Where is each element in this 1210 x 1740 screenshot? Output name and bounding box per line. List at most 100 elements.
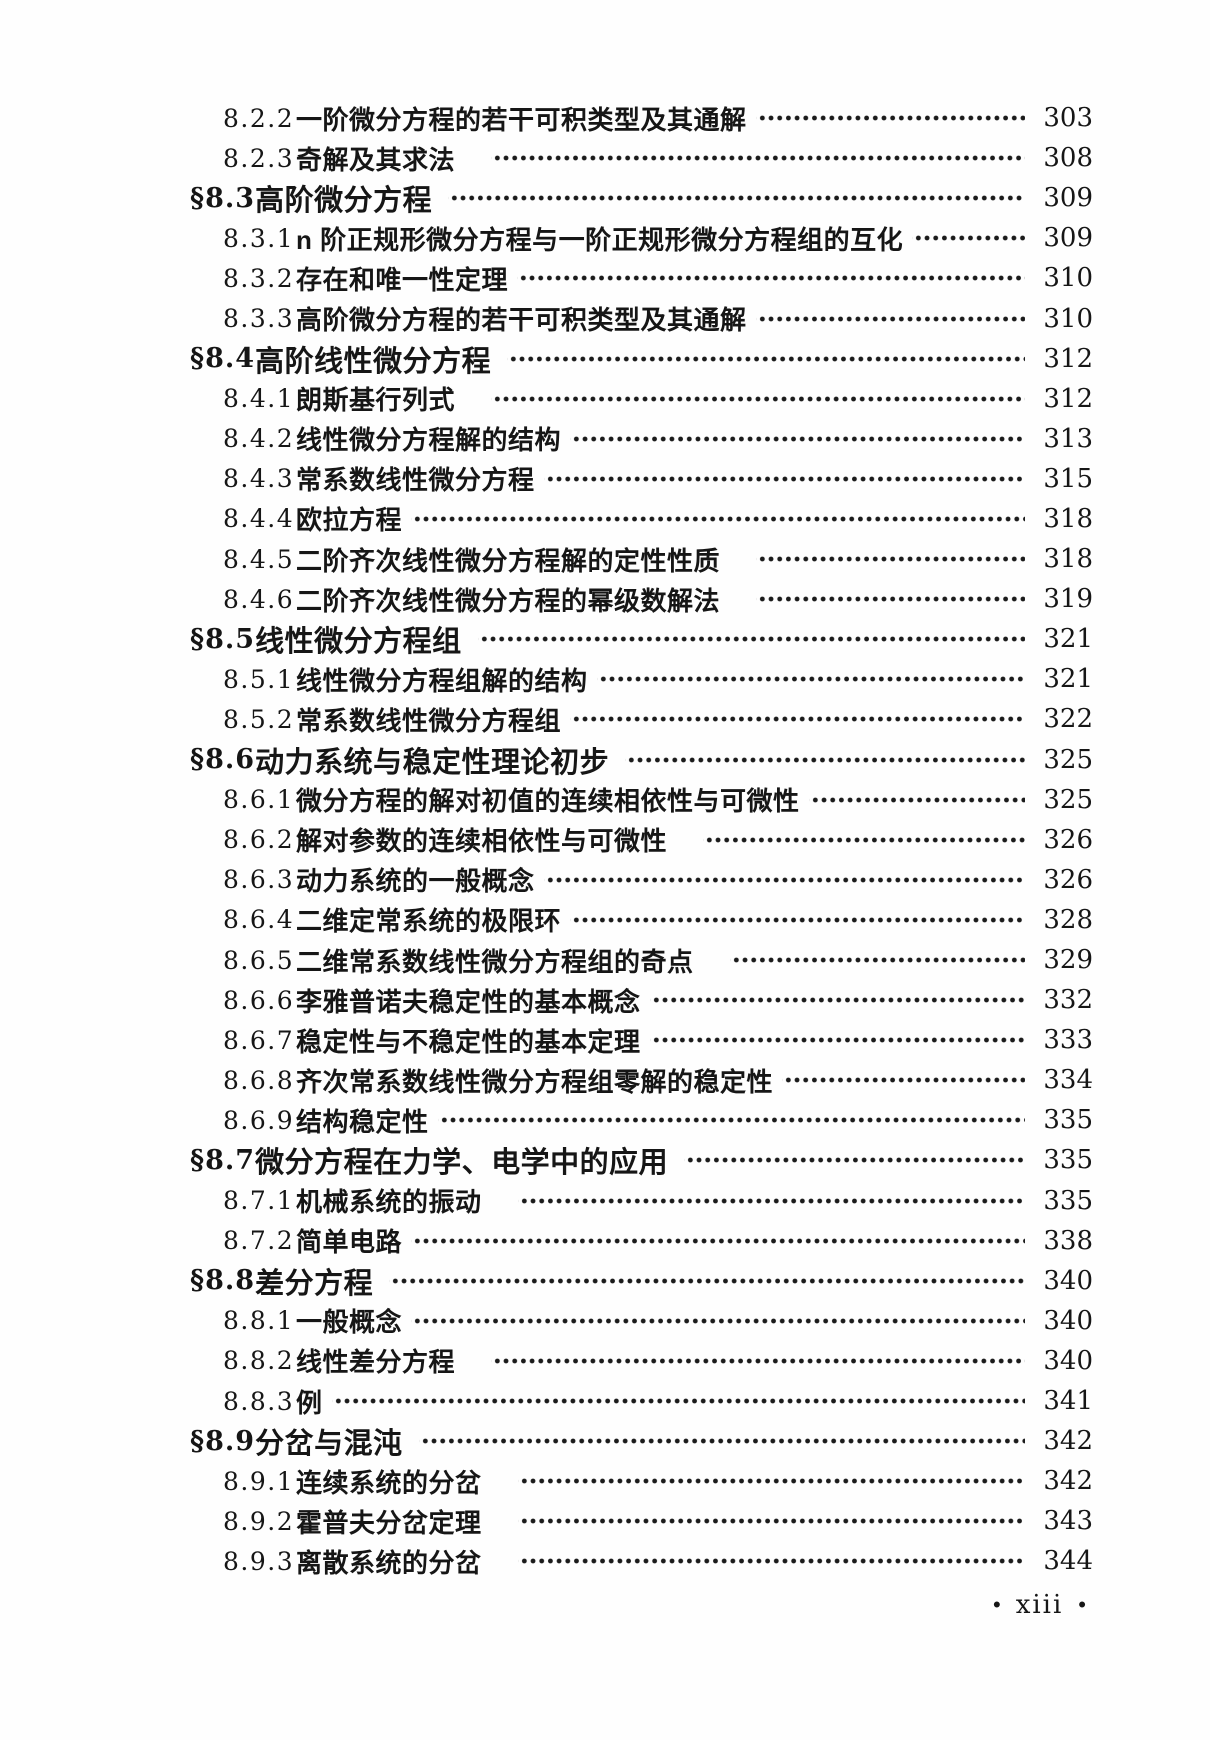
toc-entry-page: 303	[1043, 103, 1093, 134]
dot-leader	[389, 1267, 1025, 1294]
toc-entry-title: 解对参数的连续相依性与可微性	[296, 826, 668, 857]
dot-leader	[517, 1187, 1025, 1214]
toc-entry: 8.6.5 二维常系数线性微分方程组的奇点 329	[190, 940, 1093, 980]
dot-leader	[729, 947, 1025, 974]
toc-entry: §8.9 分岔与混沌 342	[190, 1421, 1093, 1461]
toc-entry-number: 8.3.2	[223, 263, 295, 293]
toc-entry-number: 8.5.1	[223, 664, 295, 694]
dot-leader	[649, 987, 1025, 1014]
toc-entry-number: 8.6.1	[223, 785, 295, 815]
toc-entry-number: 8.8.2	[223, 1346, 295, 1376]
toc-entry-page: 319	[1043, 584, 1093, 615]
toc-entry-number: 8.2.3	[223, 143, 295, 173]
toc-entry-title: 线性微分方程解的结构	[296, 425, 562, 456]
toc-entry-page: 309	[1043, 183, 1093, 214]
toc-entry-number: 8.6.6	[223, 985, 295, 1015]
toc-entry-title: 离散系统的分岔	[296, 1547, 482, 1578]
toc-entry-number: §8.6	[190, 744, 256, 776]
toc-entry-title: 常系数线性微分方程组	[296, 705, 562, 736]
toc-entry: §8.6 动力系统与稳定性理论初步 325	[190, 740, 1093, 780]
toc-entry: 8.6.3 动力系统的一般概念 326	[190, 860, 1093, 900]
toc-entry-title: 高阶微分方程的若干可积类型及其通解	[296, 305, 747, 336]
toc-entry-title: 二维定常系统的极限环	[296, 906, 562, 937]
toc-entry-number: 8.6.2	[223, 825, 295, 855]
toc-entry-title: 线性差分方程	[296, 1347, 456, 1378]
toc-entry-page: 340	[1043, 1265, 1093, 1296]
toc-entry: 8.6.6 李雅普诺夫稳定性的基本概念 332	[190, 980, 1093, 1020]
dot-leader	[517, 1508, 1025, 1535]
dot-leader	[570, 425, 1025, 452]
dot-leader	[755, 305, 1025, 332]
dot-leader	[625, 746, 1025, 773]
dot-leader	[477, 626, 1025, 653]
toc-entry: 8.6.4 二维定常系统的极限环 328	[190, 900, 1093, 940]
dot-leader	[418, 1428, 1025, 1455]
toc-entry-title: 朗斯基行列式	[296, 385, 456, 416]
toc-entry-page: 334	[1043, 1065, 1093, 1096]
toc-entry-page: 329	[1043, 945, 1093, 976]
dot-leader	[448, 185, 1025, 212]
toc-entry-title: 齐次常系数线性微分方程组零解的稳定性	[296, 1066, 774, 1097]
toc-entry: 8.6.9 结构稳定性 335	[190, 1100, 1093, 1140]
toc-entry-number: 8.5.2	[223, 704, 295, 734]
toc-entry: 8.6.8 齐次常系数线性微分方程组零解的稳定性 334	[190, 1060, 1093, 1100]
toc-entry: 8.6.2 解对参数的连续相依性与可微性 326	[190, 820, 1093, 860]
toc-entry: 8.4.1 朗斯基行列式 312	[190, 379, 1093, 419]
toc-entry-title: 线性微分方程组解的结构	[296, 665, 588, 696]
toc-entry-number: 8.4.4	[223, 504, 295, 534]
toc-entry-page: 325	[1043, 784, 1093, 815]
toc-entry-number: §8.5	[190, 623, 256, 655]
toc-entry: 8.9.3 离散系统的分岔 344	[190, 1541, 1093, 1581]
toc-entry-number: 8.3.3	[223, 304, 295, 334]
toc-entry-page: 344	[1043, 1546, 1093, 1577]
dot-leader	[517, 1468, 1025, 1495]
dot-leader	[782, 1067, 1025, 1094]
toc-entry: 8.3.1 n 阶正规形微分方程与一阶正规形微分方程组的互化 309	[190, 218, 1093, 258]
dot-leader	[437, 1107, 1025, 1134]
dot-leader	[703, 826, 1025, 853]
dot-leader	[411, 1227, 1025, 1254]
toc-entry-page: 309	[1043, 223, 1093, 254]
toc-entry-page: 310	[1043, 263, 1093, 294]
toc-entry: 8.4.6 二阶齐次线性微分方程的幂级数解法 319	[190, 579, 1093, 619]
toc-entry-title: 机械系统的振动	[296, 1187, 482, 1218]
toc-entry: 8.6.1 微分方程的解对初值的连续相依性与可微性 325	[190, 780, 1093, 820]
toc-entry-page: 342	[1043, 1466, 1093, 1497]
toc-entry-title: 存在和唯一性定理	[296, 264, 509, 295]
toc-entry-title: 线性微分方程组	[255, 626, 462, 659]
toc-entry-page: 325	[1043, 744, 1093, 775]
footer-bullet-right-icon: •	[1078, 1592, 1086, 1617]
toc-entry-page: 326	[1043, 864, 1093, 895]
toc-entry: §8.3 高阶微分方程 309	[190, 178, 1093, 218]
toc-entry-title: 简单电路	[296, 1227, 403, 1258]
dot-leader	[755, 105, 1025, 132]
toc-entry-page: 333	[1043, 1025, 1093, 1056]
toc-entry: 8.3.3 高阶微分方程的若干可积类型及其通解 310	[190, 298, 1093, 338]
toc-entry: 8.8.2 线性差分方程 340	[190, 1341, 1093, 1381]
toc-entry: 8.2.3 奇解及其求法 308	[190, 138, 1093, 178]
dot-leader	[491, 385, 1025, 412]
toc-entry: 8.4.3 常系数线性微分方程 315	[190, 459, 1093, 499]
footer-bullet-left-icon: •	[992, 1592, 1001, 1617]
toc-entry: §8.8 差分方程 340	[190, 1261, 1093, 1301]
toc-entry-title: 一般概念	[296, 1307, 403, 1338]
toc-entry-title: 二阶齐次线性微分方程的幂级数解法	[296, 585, 721, 616]
toc-entry-number: 8.7.1	[223, 1186, 295, 1216]
dot-leader	[570, 706, 1025, 733]
dot-leader	[756, 546, 1025, 573]
toc-entry-number: 8.9.3	[223, 1546, 295, 1576]
toc-entry-number: 8.4.3	[223, 464, 295, 494]
toc-entry-number: 8.6.5	[223, 945, 295, 975]
toc-entry-page: 308	[1043, 143, 1093, 174]
dot-leader	[649, 1027, 1025, 1054]
toc-entry: 8.5.2 常系数线性微分方程组 322	[190, 699, 1093, 739]
toc-entry-number: 8.3.1	[223, 223, 295, 253]
toc-entry-title: 李雅普诺夫稳定性的基本概念	[296, 986, 641, 1017]
page-footer: • xiii •	[993, 1590, 1086, 1620]
toc-entry-page: 341	[1043, 1386, 1093, 1417]
toc-entry-page: 310	[1043, 303, 1093, 334]
dot-leader	[543, 465, 1025, 492]
dot-leader	[912, 225, 1025, 252]
toc-entry-number: 8.4.1	[223, 384, 295, 414]
